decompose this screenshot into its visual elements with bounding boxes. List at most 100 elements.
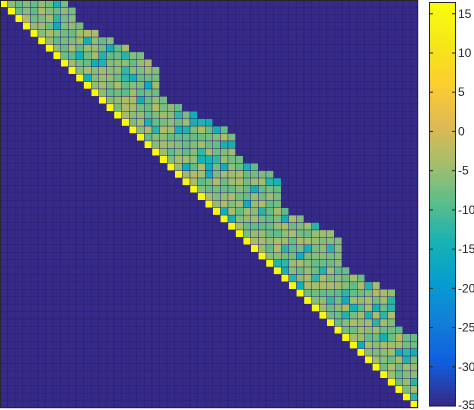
heatmap-cell <box>326 266 335 275</box>
heatmap-cell <box>121 0 130 8</box>
heatmap-cell <box>296 252 305 260</box>
heatmap-cell <box>220 22 229 30</box>
heatmap-cell <box>121 378 130 386</box>
heatmap-cell <box>357 348 366 357</box>
heatmap-cell <box>90 355 99 364</box>
heatmap-cell <box>197 66 206 75</box>
heatmap-cell <box>14 111 23 119</box>
heatmap-cell <box>159 229 168 238</box>
heatmap-cell <box>30 118 39 127</box>
heatmap-cell <box>22 311 31 320</box>
heatmap-cell <box>53 207 62 216</box>
heatmap-cell <box>22 289 31 297</box>
heatmap-cell <box>402 59 411 67</box>
heatmap-cell <box>204 185 213 194</box>
heatmap-cell <box>410 370 419 379</box>
heatmap-cell <box>159 400 168 409</box>
heatmap-cell <box>7 400 16 409</box>
heatmap-cell <box>182 370 191 379</box>
heatmap-cell <box>326 400 335 409</box>
heatmap-cell <box>410 333 419 342</box>
heatmap-cell <box>22 177 31 186</box>
heatmap-cell <box>166 318 175 327</box>
heatmap-cell <box>182 148 191 156</box>
heatmap-cell <box>98 370 107 379</box>
heatmap-cell <box>68 88 77 97</box>
colorbar-strip <box>429 166 456 171</box>
heatmap-cell <box>349 44 358 53</box>
heatmap-cell <box>319 81 328 90</box>
heatmap-cell <box>121 51 130 60</box>
heatmap-cell <box>288 378 297 386</box>
heatmap-cell <box>379 192 388 201</box>
heatmap-cell <box>395 296 404 305</box>
colorbar-strip <box>429 42 456 47</box>
heatmap-cell <box>410 259 419 268</box>
heatmap-cell <box>357 252 366 260</box>
heatmap-cell <box>53 162 62 171</box>
heatmap-cell <box>121 185 130 194</box>
heatmap-cell <box>37 266 46 275</box>
heatmap-cell <box>250 303 259 312</box>
heatmap-cell <box>242 355 251 364</box>
heatmap-cell <box>364 162 373 171</box>
heatmap-cell <box>189 29 198 38</box>
heatmap-cell <box>303 341 312 349</box>
heatmap-cell <box>341 103 350 112</box>
heatmap-cell <box>113 266 122 275</box>
heatmap-cell <box>242 311 251 320</box>
heatmap-cell <box>319 244 328 253</box>
heatmap-cell <box>98 400 107 409</box>
heatmap-cell <box>273 355 282 364</box>
heatmap-cell <box>235 44 244 53</box>
heatmap-cell <box>22 155 31 164</box>
heatmap-cell <box>45 0 54 8</box>
heatmap-cell <box>227 36 236 45</box>
heatmap-cell <box>227 177 236 186</box>
colorbar-strip <box>429 354 456 359</box>
heatmap-cell <box>53 244 62 253</box>
heatmap-cell <box>349 0 358 8</box>
heatmap-cell <box>75 81 84 90</box>
colorbar-strip <box>429 130 456 135</box>
heatmap-cell <box>288 192 297 201</box>
heatmap-cell <box>326 44 335 53</box>
heatmap-cell <box>68 177 77 186</box>
heatmap-cell <box>250 237 259 246</box>
heatmap-cell <box>387 81 396 90</box>
heatmap-cell <box>387 207 396 216</box>
heatmap-cell <box>90 96 99 105</box>
heatmap-cell <box>128 59 137 67</box>
heatmap-cell <box>75 378 84 386</box>
heatmap-cell <box>410 318 419 327</box>
heatmap-cell <box>235 311 244 320</box>
heatmap-cell <box>326 281 335 290</box>
heatmap-cell <box>402 259 411 268</box>
heatmap-cell <box>341 0 350 8</box>
heatmap-cell <box>349 177 358 186</box>
heatmap-cell <box>182 252 191 260</box>
heatmap-cell <box>250 111 259 119</box>
heatmap-cell <box>7 22 16 30</box>
heatmap-cell <box>311 370 320 379</box>
heatmap-cell <box>296 281 305 290</box>
heatmap-cell <box>235 192 244 201</box>
colorbar-tick-label: 5 <box>458 85 465 99</box>
heatmap-cell <box>98 363 107 372</box>
heatmap-cell <box>395 22 404 30</box>
heatmap-cell <box>311 222 320 231</box>
heatmap-cell <box>326 140 335 149</box>
heatmap-cell <box>182 0 191 8</box>
heatmap-cell <box>45 378 54 386</box>
heatmap-cell <box>0 214 8 223</box>
heatmap-cell <box>379 274 388 283</box>
heatmap-cell <box>410 36 419 45</box>
heatmap-cell <box>235 289 244 297</box>
heatmap-cell <box>372 200 381 208</box>
heatmap-cell <box>60 170 69 179</box>
heatmap-cell <box>121 333 130 342</box>
heatmap-cell <box>98 103 107 112</box>
heatmap-cell <box>410 162 419 171</box>
heatmap-cell <box>303 155 312 164</box>
heatmap-cell <box>334 237 343 246</box>
